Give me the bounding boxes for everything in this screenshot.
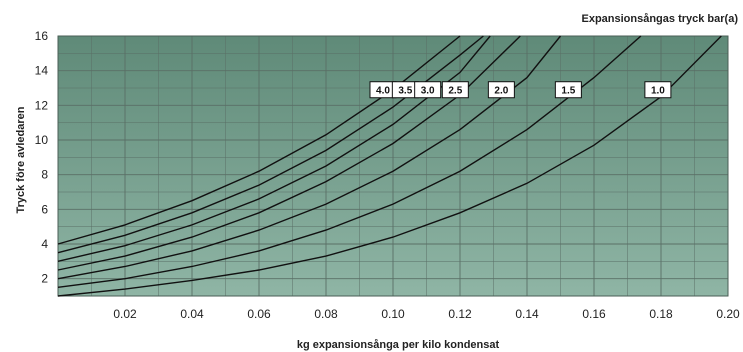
x-tick-label: 0.16 bbox=[582, 307, 606, 321]
curve-labels: 4.0 3.5 3.0 2.5 2.0 1.5 1.0 bbox=[369, 81, 672, 99]
y-tick-label: 12 bbox=[35, 98, 49, 112]
y-tick-label: 14 bbox=[35, 64, 49, 78]
x-tick-label: 0.02 bbox=[113, 307, 137, 321]
y-tick-label: 4 bbox=[41, 237, 48, 251]
x-tick-label: 0.20 bbox=[716, 307, 740, 321]
curve-label-2.0: 2.0 bbox=[487, 81, 515, 99]
x-tick-label: 0.14 bbox=[515, 307, 539, 321]
curves bbox=[57, 35, 722, 297]
y-tick-label: 16 bbox=[35, 29, 49, 43]
x-tick-label: 0.18 bbox=[649, 307, 673, 321]
curve-1.5 bbox=[57, 35, 642, 288]
y-axis-label: Tryck före avledaren bbox=[15, 106, 27, 213]
curve-3.5 bbox=[57, 35, 484, 254]
chart-title: Expansionsångas tryck bar(a) bbox=[581, 13, 738, 25]
y-tick-label: 6 bbox=[41, 202, 48, 216]
svg-text:2.5: 2.5 bbox=[448, 86, 462, 97]
x-tick-label: 0.12 bbox=[448, 307, 472, 321]
y-axis-ticks: 2 4 6 8 10 12 14 16 bbox=[35, 29, 49, 286]
svg-text:3.0: 3.0 bbox=[421, 86, 435, 97]
svg-text:1.5: 1.5 bbox=[561, 86, 575, 97]
curve-label-2.5: 2.5 bbox=[441, 81, 469, 99]
svg-text:4.0: 4.0 bbox=[376, 86, 390, 97]
y-tick-label: 2 bbox=[41, 272, 48, 286]
grid-lines bbox=[57, 35, 729, 297]
x-tick-label: 0.06 bbox=[247, 307, 271, 321]
x-axis-ticks: 0.02 0.04 0.06 0.08 0.10 0.12 0.14 0.16 0.18 0.20 bbox=[113, 307, 740, 321]
svg-text:1.0: 1.0 bbox=[651, 86, 665, 97]
svg-text:2.0: 2.0 bbox=[494, 86, 508, 97]
svg-text:3.5: 3.5 bbox=[398, 86, 412, 97]
plot-border bbox=[57, 35, 729, 297]
x-tick-label: 0.04 bbox=[180, 307, 204, 321]
x-tick-label: 0.10 bbox=[381, 307, 405, 321]
curve-label-1.5: 1.5 bbox=[554, 81, 582, 99]
y-tick-label: 10 bbox=[35, 133, 49, 147]
curve-label-3.0: 3.0 bbox=[414, 81, 442, 99]
curve-1.0 bbox=[57, 35, 722, 297]
curve-2.5 bbox=[57, 35, 521, 271]
curve-label-1.0: 1.0 bbox=[644, 81, 672, 99]
curve-3.0 bbox=[57, 35, 491, 262]
y-tick-label: 8 bbox=[41, 168, 48, 182]
x-tick-label: 0.08 bbox=[314, 307, 338, 321]
x-axis-label: kg expansionsånga per kilo kondensat bbox=[297, 339, 500, 351]
